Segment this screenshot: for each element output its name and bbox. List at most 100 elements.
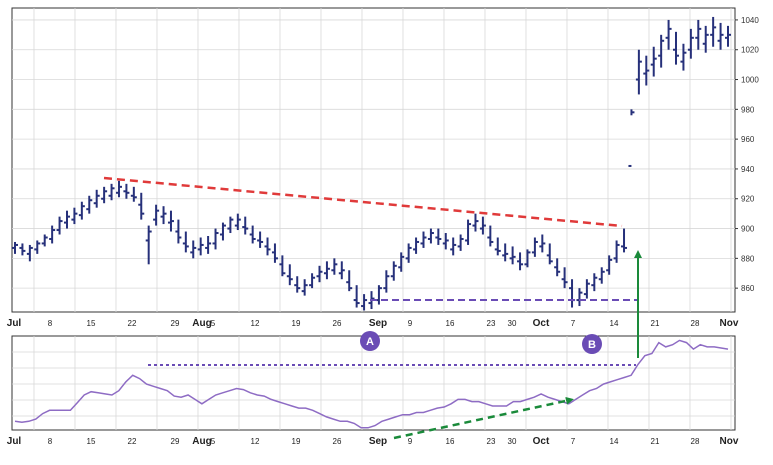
ohlc-bar	[628, 109, 635, 167]
ohlc-bar	[405, 243, 412, 263]
ohlc-bar	[145, 225, 152, 265]
ohlc-bar	[197, 237, 204, 256]
x-tick-label-lower: 26	[333, 437, 342, 446]
x-tick-label: 28	[691, 319, 700, 328]
ohlc-bar	[323, 261, 330, 280]
ohlc-bar	[539, 234, 546, 253]
ohlc-bar	[583, 279, 590, 299]
ohlc-bar	[271, 243, 278, 263]
x-tick-label-lower: 8	[48, 437, 53, 446]
ohlc-bar	[665, 19, 672, 50]
ohlc-bar	[576, 288, 583, 307]
ohlc-bar	[531, 237, 538, 257]
ohlc-bar	[561, 267, 568, 289]
x-tick-label: Sep	[369, 318, 387, 329]
ohlc-bar	[353, 285, 360, 308]
x-tick-label: 23	[487, 319, 496, 328]
ohlc-bar	[710, 16, 717, 47]
x-tick-label: 15	[87, 319, 96, 328]
x-tick-label-lower: 16	[446, 437, 455, 446]
ohlc-bar	[702, 25, 709, 53]
ohlc-bar	[34, 240, 41, 254]
ohlc-bar	[695, 19, 702, 50]
x-tick-label-lower: 14	[610, 437, 619, 446]
y-tick-label: 980	[741, 105, 755, 114]
ohlc-bar	[390, 261, 397, 281]
ohlc-bar	[101, 186, 108, 204]
ohlc-bar	[413, 237, 420, 254]
marker-circle	[360, 331, 380, 351]
ohlc-bar	[420, 231, 427, 248]
y-tick-label: 900	[741, 225, 755, 234]
ohlc-bar	[398, 252, 405, 272]
ohlc-bar	[257, 231, 264, 248]
x-tick-label: 30	[508, 319, 517, 328]
ohlc-bar	[41, 234, 48, 247]
ohlc-bar	[650, 46, 657, 77]
ohlc-bar	[621, 228, 628, 253]
ohlc-bar	[509, 246, 516, 265]
x-tick-label: 16	[446, 319, 455, 328]
ohlc-bar	[49, 225, 56, 244]
ohlc-bar	[227, 216, 234, 234]
ohlc-bar	[219, 222, 226, 241]
x-tick-label: Oct	[533, 318, 550, 329]
indicator-series-line	[14, 339, 729, 429]
y-tick-label: 1000	[741, 76, 759, 85]
ohlc-bar	[160, 206, 167, 225]
y-tick-label: 940	[741, 165, 755, 174]
ohlc-bar	[153, 204, 160, 226]
ohlc-bar	[487, 225, 494, 247]
ohlc-bar	[673, 31, 680, 65]
ohlc-bar	[725, 25, 731, 47]
x-tick-label-lower: 15	[87, 437, 96, 446]
x-tick-label-lower: 29	[171, 437, 180, 446]
x-tick-label-lower: Jul	[7, 436, 22, 447]
ohlc-bar	[19, 243, 26, 256]
x-tick-label: 29	[171, 319, 180, 328]
ohlc-bar	[613, 240, 620, 263]
ohlc-bar	[212, 228, 219, 250]
x-tick-label-lower: 28	[691, 437, 700, 446]
ohlc-bar	[167, 210, 174, 232]
x-tick-label: 21	[651, 319, 660, 328]
ohlc-bar	[86, 195, 93, 214]
ohlc-bar	[479, 216, 486, 235]
x-tick-label-lower: 19	[292, 437, 301, 446]
x-tick-label: 19	[292, 319, 301, 328]
x-tick-label: Nov	[720, 318, 739, 329]
ohlc-bar	[338, 261, 345, 280]
x-tick-label-lower: 9	[408, 437, 413, 446]
y-tick-label: 880	[741, 254, 755, 263]
ohlc-bar	[494, 237, 501, 256]
ohlc-bar	[190, 240, 197, 259]
ohlc-bar	[249, 225, 256, 244]
x-tick-label: 26	[333, 319, 342, 328]
x-tick-label-lower: 22	[128, 437, 137, 446]
ohlc-bar	[717, 22, 724, 50]
x-tick-label: 8	[48, 319, 53, 328]
ohlc-bar	[591, 273, 598, 292]
x-tick-label: Jul	[7, 318, 22, 329]
y-tick-label: 1020	[741, 46, 759, 55]
x-tick-label: 5	[211, 319, 216, 328]
ohlc-bar	[546, 243, 553, 265]
ohlc-bar	[115, 180, 122, 198]
ohlc-bar	[264, 237, 271, 256]
ohlc-bar	[108, 183, 115, 201]
y-tick-label: 960	[741, 135, 755, 144]
ohlc-bar	[517, 252, 524, 271]
ohlc-bar	[465, 219, 472, 245]
ohlc-bar	[123, 183, 130, 199]
ohlc-bar	[294, 276, 301, 293]
ohlc-bar	[279, 255, 286, 277]
ohlc-bar	[301, 279, 308, 296]
ohlc-bar	[383, 270, 390, 293]
x-tick-label-lower: 30	[508, 437, 517, 446]
y-tick-label: 920	[741, 195, 755, 204]
ohlc-bar	[309, 273, 316, 289]
ohlc-bar	[435, 228, 442, 245]
ohlc-bar	[242, 216, 249, 235]
ohlc-bar	[361, 294, 368, 311]
